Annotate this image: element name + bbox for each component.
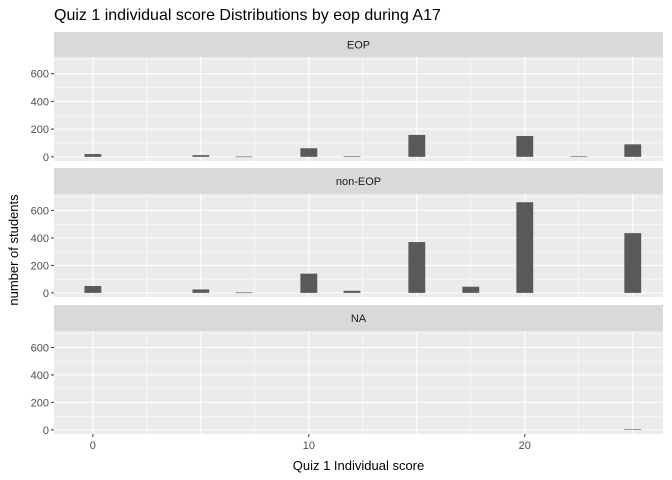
- y-tick-label: 400: [31, 233, 49, 245]
- facet-strip-label: EOP: [347, 40, 370, 52]
- x-axis: 0 10 20: [90, 434, 531, 452]
- y-tick-label: 0: [43, 288, 49, 300]
- y-tick-label: 400: [31, 370, 49, 382]
- facet-panels: EOP 0 200 400 600 non-EOP 0 200 400 600 NA 0 200 400 6…: [31, 32, 663, 437]
- bar: [408, 134, 426, 157]
- bar: [570, 156, 588, 158]
- facet-strip: [54, 305, 663, 331]
- bar: [624, 429, 642, 430]
- x-axis-title: Quiz 1 Individual score: [293, 458, 425, 473]
- bar: [343, 290, 361, 293]
- facet-strip: [54, 32, 663, 57]
- bar: [624, 233, 642, 293]
- panel-background: [54, 194, 663, 297]
- y-tick-label: 200: [31, 260, 49, 272]
- x-tick-label: 0: [90, 440, 96, 452]
- bar: [343, 156, 361, 158]
- facet-panel-non-eop: non-EOP 0 200 400 600: [31, 168, 663, 300]
- panel-background: [54, 331, 663, 434]
- y-tick-label: 600: [31, 342, 49, 354]
- bar: [624, 144, 642, 157]
- bar: [516, 136, 534, 157]
- facet-strip-label: NA: [351, 313, 367, 325]
- y-tick-label: 600: [31, 69, 49, 81]
- bar: [84, 154, 102, 157]
- panel-background: [54, 57, 663, 161]
- bar: [300, 148, 318, 157]
- bar: [235, 292, 253, 294]
- y-tick-label: 0: [43, 152, 49, 164]
- y-tick-label: 0: [43, 425, 49, 437]
- y-axis-title: number of students: [6, 194, 21, 306]
- bar: [516, 202, 534, 293]
- facet-panel-na: NA 0 200 400 600: [31, 305, 663, 437]
- y-tick-label: 200: [31, 124, 49, 136]
- bar: [84, 286, 102, 293]
- bar: [192, 155, 210, 157]
- bar: [462, 286, 480, 293]
- facet-strip-label: non-EOP: [336, 176, 381, 188]
- facet-strip: [54, 168, 663, 194]
- y-tick-label: 200: [31, 397, 49, 409]
- x-tick-label: 20: [519, 440, 531, 452]
- bar: [408, 242, 426, 293]
- bar: [192, 289, 210, 293]
- x-tick-label: 10: [303, 440, 315, 452]
- facet-panel-eop: EOP 0 200 400 600: [31, 32, 663, 164]
- y-tick-label: 600: [31, 205, 49, 217]
- bar: [300, 273, 318, 293]
- bar: [235, 156, 253, 158]
- y-tick-label: 400: [31, 96, 49, 108]
- chart-title: Quiz 1 individual score Distributions by…: [54, 7, 441, 24]
